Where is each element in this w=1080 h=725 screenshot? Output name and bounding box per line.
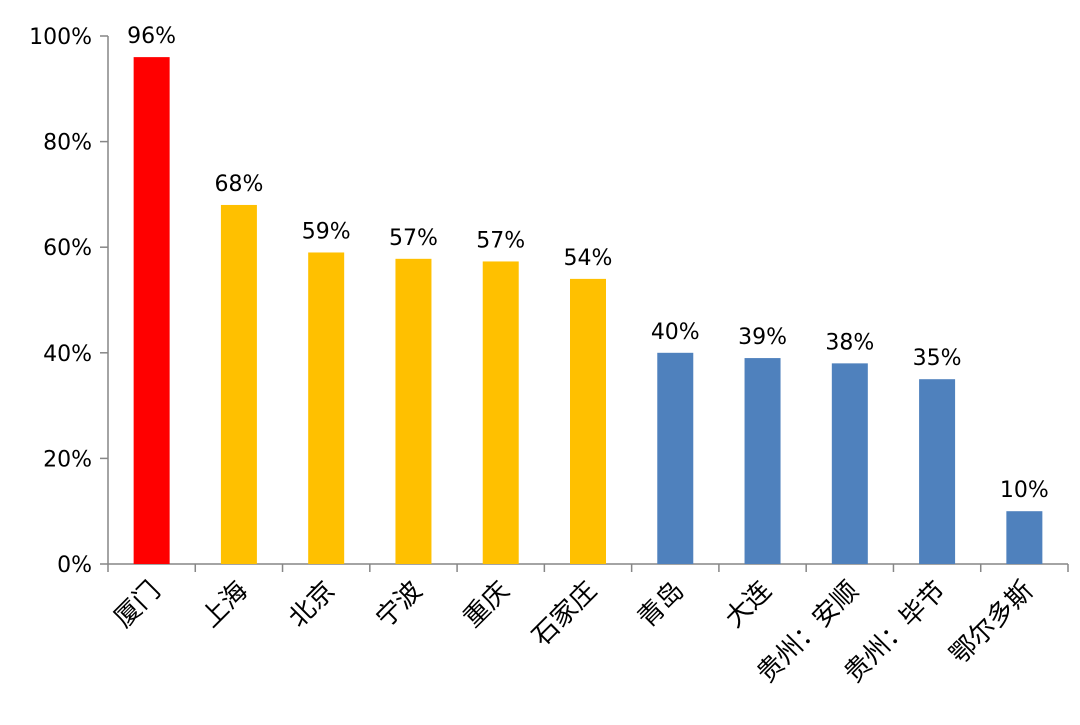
bar	[482, 261, 519, 564]
category-label: 重庆	[458, 576, 516, 634]
bar	[570, 278, 606, 564]
data-label: 40%	[651, 320, 700, 345]
category-label: 青岛	[632, 576, 690, 634]
y-tick-label: 100%	[29, 25, 92, 50]
bar	[744, 358, 781, 564]
category-label: 宁波	[370, 576, 428, 634]
bar	[831, 363, 868, 564]
data-label: 35%	[913, 346, 962, 371]
data-label: 59%	[302, 219, 351, 244]
bar	[308, 252, 345, 565]
category-label: 北京	[283, 576, 341, 634]
bar	[657, 352, 694, 564]
bars-layer	[133, 57, 1043, 565]
category-label: 鄂尔多斯	[945, 576, 1040, 671]
bar	[919, 379, 956, 564]
y-tick-label: 20%	[43, 447, 92, 472]
category-label: 厦门	[109, 576, 167, 634]
data-label: 96%	[127, 24, 176, 49]
category-label: 石家庄	[527, 576, 603, 652]
y-tick-label: 80%	[43, 131, 92, 156]
data-label: 57%	[476, 228, 525, 253]
bar	[133, 57, 170, 565]
category-label: 上海	[196, 576, 254, 634]
bar	[220, 204, 257, 564]
data-label: 57%	[389, 226, 438, 251]
y-tick-label: 0%	[57, 553, 92, 578]
bar	[1006, 511, 1043, 564]
data-label: 10%	[1000, 478, 1049, 503]
data-label: 54%	[564, 246, 613, 271]
data-label: 39%	[738, 325, 787, 350]
data-label: 68%	[214, 172, 263, 197]
bar	[395, 258, 432, 564]
data-label: 38%	[825, 330, 874, 355]
axes-layer: 0% 20% 40% 60% 80% 100%	[29, 25, 1069, 578]
category-label: 大连	[720, 576, 778, 634]
y-tick-label: 40%	[43, 342, 92, 367]
y-tick-label: 60%	[43, 236, 92, 261]
